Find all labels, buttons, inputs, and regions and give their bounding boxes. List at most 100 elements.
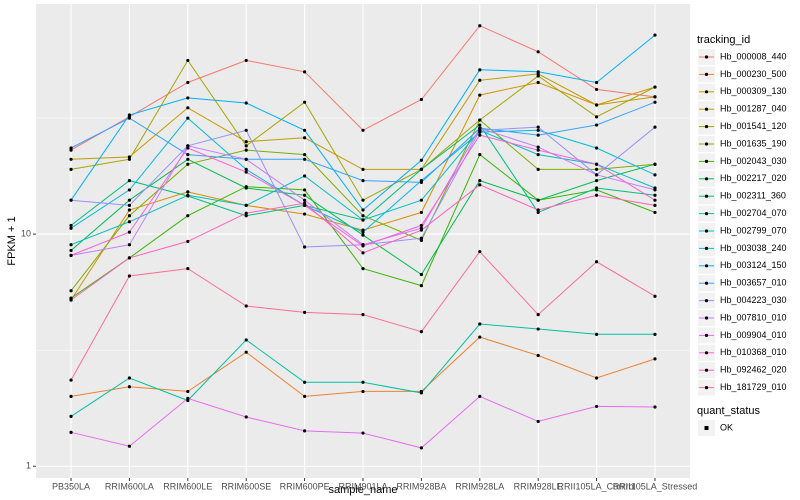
- data-point: [653, 405, 657, 409]
- data-point: [478, 68, 482, 72]
- data-point: [536, 353, 540, 358]
- x-tick-label: RRIM928LA: [455, 481, 504, 491]
- legend-key-point: [704, 125, 709, 129]
- data-point: [653, 162, 657, 166]
- data-point: [186, 239, 190, 244]
- data-point: [361, 251, 365, 255]
- legend-key-point: [704, 368, 709, 372]
- data-point: [303, 100, 307, 104]
- data-point: [419, 167, 423, 171]
- data-point: [653, 100, 657, 104]
- data-point: [186, 80, 190, 85]
- legend-key-point: [704, 264, 709, 268]
- y-tick-label: 1: [26, 461, 31, 471]
- data-point: [361, 431, 365, 435]
- data-point: [361, 267, 365, 271]
- data-point: [653, 188, 657, 192]
- data-point: [127, 188, 132, 192]
- legend-key-point: [704, 281, 709, 285]
- data-point: [303, 193, 307, 197]
- legend-label: Hb_000309_130: [720, 86, 787, 96]
- data-point: [303, 394, 307, 398]
- legend-key-point: [704, 107, 709, 111]
- legend-key-point: [704, 316, 709, 320]
- data-point: [303, 380, 307, 384]
- legend-key-point: [704, 159, 709, 163]
- data-point: [536, 148, 540, 152]
- data-point: [536, 80, 540, 85]
- data-point: [653, 173, 657, 177]
- data-point: [594, 173, 599, 177]
- data-point: [127, 444, 132, 448]
- data-point: [478, 153, 482, 157]
- data-point: [419, 272, 423, 277]
- legend-label: Hb_003124_150: [720, 260, 787, 270]
- data-point: [594, 179, 599, 183]
- legend-label: Hb_001635_190: [720, 138, 787, 148]
- data-point: [361, 244, 365, 248]
- data-point: [478, 123, 482, 127]
- data-point: [127, 208, 132, 212]
- data-point: [478, 250, 482, 254]
- data-point: [536, 419, 540, 424]
- data-point: [69, 298, 73, 302]
- legend-label: Hb_000008_440: [720, 51, 787, 61]
- data-point: [303, 203, 307, 207]
- data-point: [419, 236, 423, 240]
- data-point: [69, 430, 73, 434]
- x-tick-label: RRIM600LE: [163, 481, 212, 491]
- data-point: [536, 145, 540, 149]
- legend-label: Hb_009904_010: [720, 330, 787, 340]
- data-point: [186, 193, 190, 197]
- data-point: [536, 133, 540, 137]
- legend-label: Hb_004223_030: [720, 295, 787, 305]
- data-point: [419, 284, 423, 288]
- data-point: [303, 198, 307, 202]
- data-point: [186, 214, 190, 218]
- x-tick-label: RRIM600PE: [280, 481, 330, 491]
- data-point: [244, 211, 248, 215]
- legend-label: Hb_002217_020: [720, 173, 787, 183]
- data-point: [244, 350, 248, 354]
- data-point: [127, 157, 132, 161]
- data-point: [244, 186, 248, 190]
- legend-key-point: [704, 299, 709, 303]
- legend-label: Hb_181729_010: [720, 382, 787, 392]
- data-point: [244, 144, 248, 148]
- data-point: [653, 210, 657, 215]
- data-point: [536, 128, 540, 132]
- data-point: [127, 230, 132, 234]
- data-point: [536, 50, 540, 54]
- data-point: [244, 128, 248, 132]
- legend-key-point: [704, 386, 709, 390]
- data-point: [127, 385, 132, 389]
- data-point: [127, 198, 132, 202]
- data-point: [478, 126, 482, 130]
- data-point: [244, 214, 248, 218]
- data-point: [419, 446, 423, 450]
- data-point: [69, 248, 73, 253]
- data-point: [303, 310, 307, 314]
- data-point: [361, 380, 365, 384]
- data-point: [478, 183, 482, 187]
- data-point: [594, 103, 599, 107]
- legend-label: Hb_007810_010: [720, 312, 787, 322]
- data-point: [186, 58, 190, 63]
- data-point: [653, 125, 657, 129]
- legend-key-point: [704, 333, 709, 337]
- data-point: [594, 404, 599, 409]
- shape-legend-label: OK: [720, 422, 733, 432]
- data-point: [594, 80, 599, 85]
- x-tick-label: RRIM901LA: [338, 481, 387, 491]
- data-point: [186, 116, 190, 120]
- data-point: [69, 223, 73, 228]
- data-point: [536, 74, 540, 78]
- x-tick-label: RRIM600LA: [105, 481, 154, 491]
- data-point: [594, 186, 599, 190]
- data-point: [244, 157, 248, 161]
- data-point: [69, 198, 73, 202]
- data-point: [244, 58, 248, 63]
- data-point: [127, 274, 132, 278]
- data-point: [127, 203, 132, 207]
- data-point: [653, 198, 657, 202]
